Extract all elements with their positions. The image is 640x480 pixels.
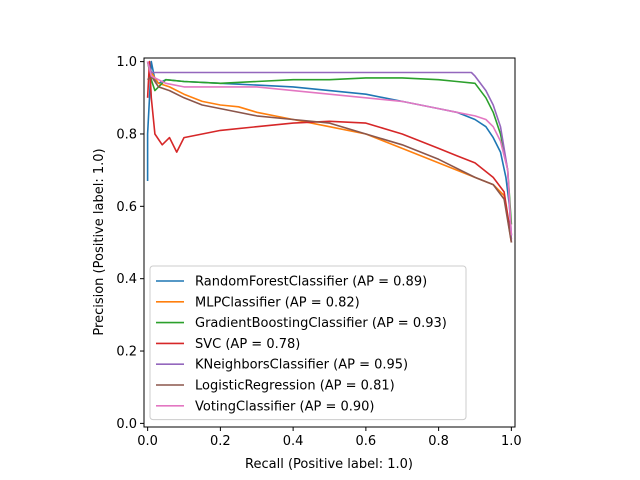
x-tick-label: 0.0 [137,434,158,449]
y-axis-label: Precision (Positive label: 1.0) [92,148,107,335]
x-axis-ticks: 0.0 0.2 0.4 0.6 0.8 1.0 [137,427,522,449]
legend-entry: LogisticRegression (AP = 0.81) [195,379,395,394]
series-line-3 [146,60,513,240]
x-axis-label: Recall (Positive label: 1.0) [245,457,413,472]
x-tick-label: 1.0 [501,434,522,449]
y-tick-label: 0.6 [116,200,137,215]
legend-entry: SVC (AP = 0.78) [195,337,300,352]
axes-frame [143,57,516,428]
y-tick-label: 0.0 [116,417,137,432]
x-tick-label: 0.6 [356,434,377,449]
x-tick-label: 0.4 [283,434,304,449]
y-tick-label: 0.2 [116,345,137,360]
legend-entry: GradientBoostingClassifier (AP = 0.93) [195,316,447,331]
series-line-2 [146,61,513,225]
legend-entry: RandomForestClassifier (AP = 0.89) [195,275,427,290]
y-tick-label: 1.0 [116,55,137,70]
y-tick-label: 0.4 [116,272,137,287]
y-tick-label: 0.8 [116,127,137,142]
series-line-0 [146,60,513,236]
legend: RandomForestClassifier (AP = 0.89) MLPCla… [149,265,467,421]
legend-entry: VotingClassifier (AP = 0.90) [195,399,375,414]
legend-entry: MLPClassifier (AP = 0.82) [195,295,360,310]
plot-area [146,60,513,243]
legend-box [149,265,467,421]
series-line-4 [146,61,513,243]
y-axis-ticks: 0.0 0.2 0.4 0.6 0.8 1.0 [116,55,144,432]
x-tick-label: 0.8 [428,434,449,449]
legend-entry: KNeighborsClassifier (AP = 0.95) [195,358,408,373]
x-tick-label: 0.2 [210,434,231,449]
series-line-5 [147,75,513,243]
series-line-6 [146,61,513,236]
